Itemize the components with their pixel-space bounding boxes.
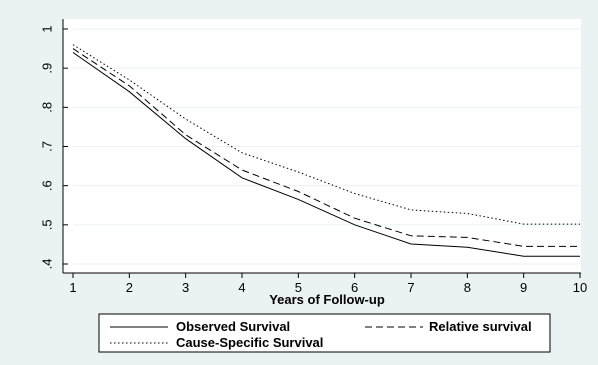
x-tick-label: 9 (520, 280, 527, 295)
x-tick-label: 7 (407, 280, 414, 295)
y-tick-label: .5 (40, 219, 55, 230)
series-line-relative-survival (72, 48, 580, 247)
x-tick-label: 10 (573, 280, 587, 295)
series-line-observed-survival (72, 52, 580, 257)
x-tick-label: 2 (126, 280, 133, 295)
y-gridlines (73, 28, 580, 265)
series-line-cause-specific-survival (72, 44, 580, 225)
legend-label-relative: Relative survival (429, 319, 532, 334)
y-tick-label: .8 (40, 102, 55, 113)
legend-label-cause-specific: Cause-Specific Survival (176, 335, 323, 350)
x-tick-label: 5 (295, 280, 302, 295)
legend-box (98, 313, 551, 353)
y-tick-labels: .4 .5 .6 .7 .8 .9 1 (40, 25, 55, 269)
y-tick-label: .4 (40, 259, 55, 270)
series-lines (72, 44, 580, 257)
y-tick-label: .7 (40, 141, 55, 152)
x-tick-label: 3 (182, 280, 189, 295)
x-tick-label: 6 (351, 280, 358, 295)
y-tick-label: .9 (40, 63, 55, 74)
x-axis-title: Years of Follow-up (269, 292, 385, 307)
x-tick-label: 8 (464, 280, 471, 295)
y-tick-label: 1 (40, 25, 55, 32)
x-tick-labels: 1 2 3 4 5 6 7 8 9 10 (69, 280, 587, 295)
axes (62, 19, 581, 278)
y-tick-label: .6 (40, 180, 55, 191)
legend-label-observed: Observed Survival (176, 319, 290, 334)
x-tick-label: 4 (238, 280, 245, 295)
x-tick-label: 1 (69, 280, 76, 295)
